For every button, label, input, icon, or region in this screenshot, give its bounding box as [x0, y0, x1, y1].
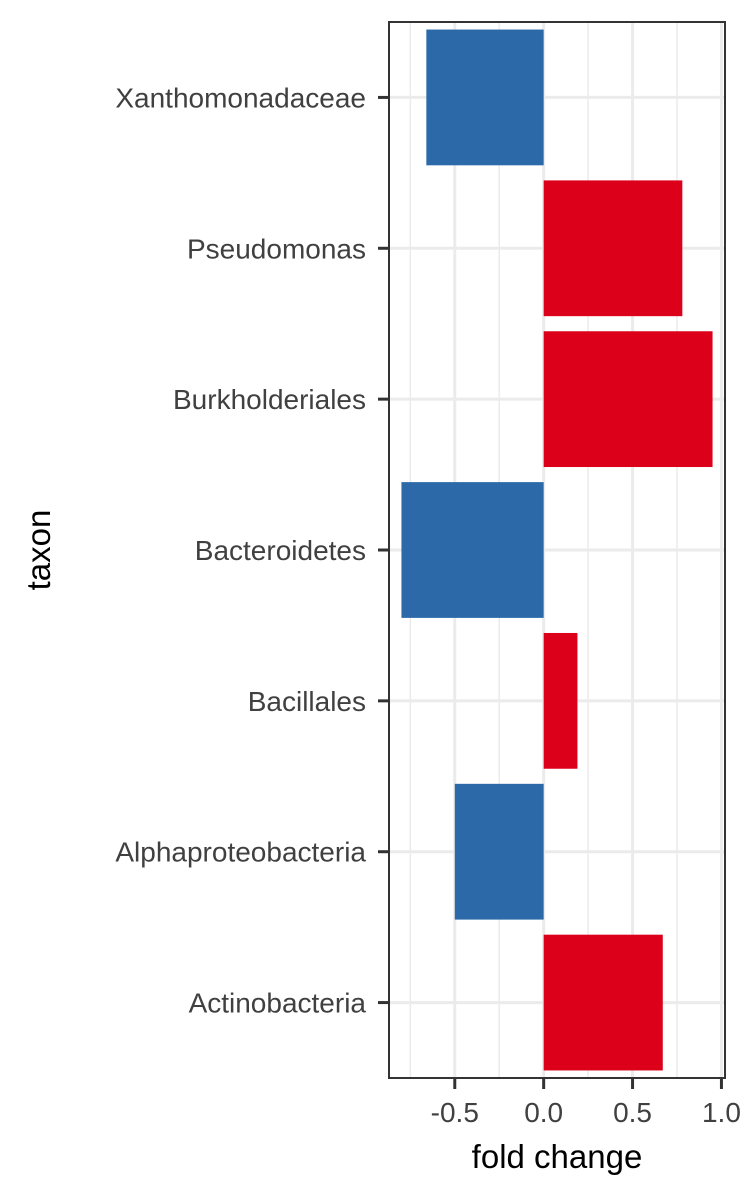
y-tick-label: Pseudomonas [187, 233, 366, 264]
y-tick-label: Burkholderiales [173, 384, 366, 415]
bar [401, 482, 544, 618]
y-tick-label: Alphaproteobacteria [115, 837, 366, 868]
y-tick-label: Actinobacteria [189, 988, 367, 1019]
bar [543, 934, 663, 1071]
x-axis: -0.5 0.0 0.5 1.0 [431, 1078, 741, 1128]
x-tick-label: 0.5 [613, 1097, 652, 1128]
x-tick-label: 1.0 [702, 1097, 741, 1128]
y-tick-label: Bacillales [248, 686, 366, 717]
x-tick-label: -0.5 [431, 1097, 479, 1128]
bars [401, 29, 713, 1071]
y-axis: Xanthomonadaceae Pseudomonas Burkholderial… [115, 82, 389, 1019]
y-tick-label: Xanthomonadaceae [115, 82, 366, 113]
x-tick-label: 0.0 [524, 1097, 563, 1128]
bar [543, 632, 578, 769]
bar [543, 180, 683, 317]
bar [426, 29, 544, 166]
y-axis-title: taxon [20, 510, 57, 591]
y-tick-label: Bacteroidetes [195, 535, 366, 566]
x-axis-title: fold change [472, 1138, 643, 1175]
bar [543, 331, 713, 468]
bar [454, 783, 544, 920]
